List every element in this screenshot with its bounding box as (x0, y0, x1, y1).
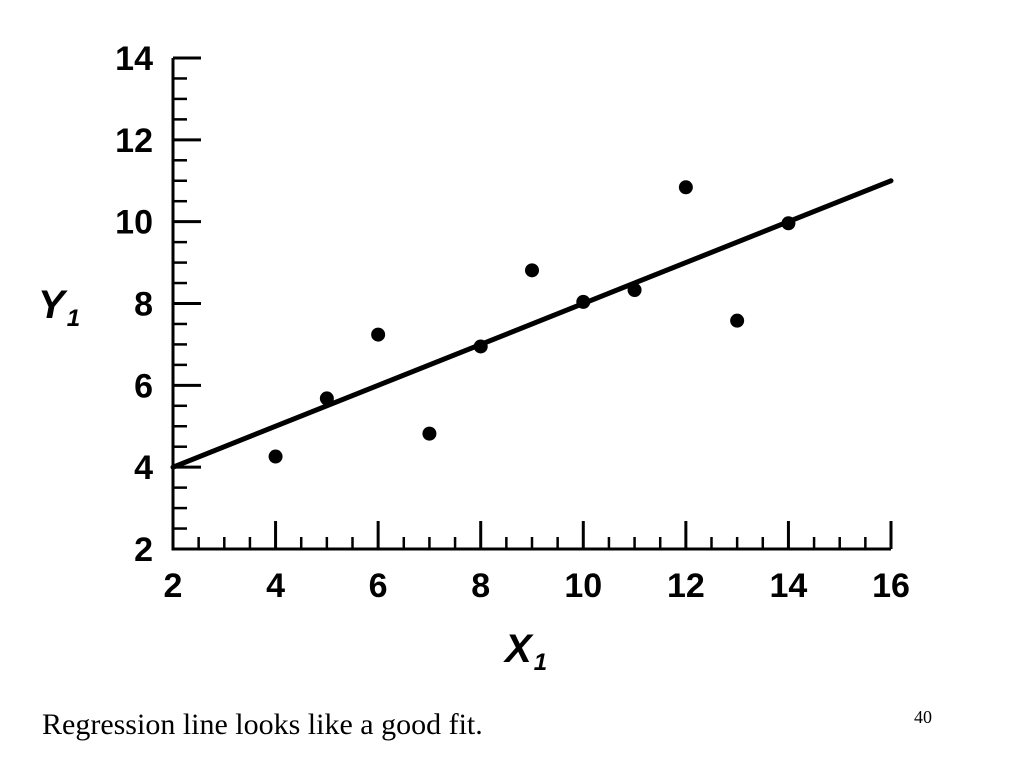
data-point (371, 327, 386, 342)
data-point (781, 216, 796, 231)
chart-axes (171, 58, 891, 551)
x-tick-label: 8 (471, 567, 490, 605)
scatter-chart: 2 4 6 8 10 12 14 2 4 6 8 10 12 14 16 X1 Y1 (38, 40, 910, 676)
chart-tick-labels: 2 4 6 8 10 12 14 2 4 6 8 10 12 14 16 (115, 40, 910, 605)
x-axis-label: X1 (503, 627, 547, 676)
chart-points (268, 180, 796, 464)
y-tick-label: 10 (115, 204, 153, 242)
x-tick-label: 2 (164, 567, 183, 605)
x-tick-label: 10 (564, 567, 602, 605)
x-tick-label: 6 (369, 567, 388, 605)
y-tick-label: 4 (134, 449, 153, 487)
x-tick-label: 14 (770, 567, 808, 605)
data-point (473, 339, 488, 354)
data-point (730, 313, 745, 328)
y-tick-label: 6 (134, 367, 153, 405)
y-tick-label: 2 (134, 531, 153, 569)
slide-caption: Regression line looks like a good fit. (42, 708, 483, 741)
data-point (627, 282, 642, 297)
x-tick-label: 16 (872, 567, 910, 605)
data-point (576, 294, 591, 309)
data-point (319, 391, 334, 406)
y-tick-label: 8 (134, 286, 153, 324)
data-point (678, 180, 693, 195)
x-tick-label: 12 (667, 567, 705, 605)
y-tick-label: 14 (115, 40, 153, 78)
data-point (268, 449, 283, 464)
chart-ticks (171, 56, 893, 551)
x-tick-label: 4 (266, 567, 285, 605)
chart-regression (170, 178, 894, 470)
data-point (525, 263, 539, 278)
y-tick-label: 12 (115, 122, 153, 160)
regression-line (170, 178, 894, 470)
page-number: 40 (914, 707, 932, 727)
y-axis-label: Y1 (38, 283, 80, 332)
data-point (422, 426, 437, 441)
